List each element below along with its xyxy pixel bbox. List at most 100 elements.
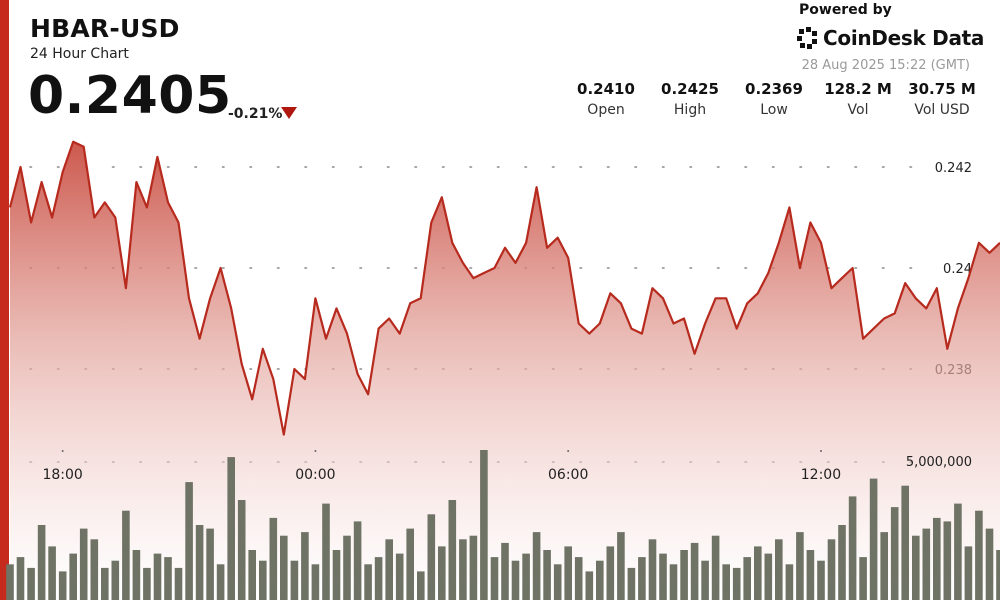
volume-bar (522, 553, 530, 600)
volume-bar (122, 510, 130, 600)
volume-bar (922, 528, 931, 600)
volume-bar (690, 542, 699, 600)
price-line (8, 140, 1000, 436)
volume-bar (627, 567, 636, 600)
volume-bar (574, 557, 583, 600)
down-arrow-icon (281, 107, 297, 119)
pair-title: HBAR-USD (30, 14, 180, 43)
y-tick-label: 0.242 (935, 161, 972, 176)
volume-bar (353, 521, 362, 600)
volume-bar (975, 510, 983, 600)
volume-bar (438, 546, 446, 600)
timestamp: 28 Aug 2025 15:22 (GMT) (801, 58, 970, 73)
stat-high-label: High (673, 102, 707, 118)
x-tick-label: 18:00 (42, 467, 82, 483)
volume-bar (343, 535, 351, 600)
volume-bar (775, 539, 783, 600)
volume-bar (754, 546, 762, 600)
volume-bar (79, 528, 88, 600)
volume-bar (648, 539, 657, 600)
volume-bar (543, 550, 551, 600)
stat-low-value: 0.2369 (745, 80, 803, 98)
x-tick-mark (819, 450, 822, 452)
volume-bar (532, 532, 541, 600)
volume-bar (280, 535, 288, 600)
volume-bar (848, 496, 857, 600)
volume-bar (248, 550, 256, 600)
volume-bar (259, 560, 267, 600)
volume-bar (406, 528, 414, 600)
volume-bar (669, 564, 678, 600)
volume-bar (827, 539, 836, 600)
volume-bar (859, 557, 867, 600)
stat-open: 0.2410 Open (561, 80, 651, 118)
volume-bar (796, 532, 804, 600)
stat-vol-usd: 30.75 M Vol USD (897, 80, 987, 118)
stat-vol-usd-label: Vol USD (914, 102, 970, 118)
x-tick-label: 12:00 (801, 467, 841, 483)
volume-bar (564, 546, 572, 600)
volume-bar (743, 557, 751, 600)
price-change: -0.21% (228, 106, 283, 122)
volume-bar (817, 560, 825, 600)
volume-bar (153, 553, 162, 600)
brand-name: CoinDesk Data (823, 26, 985, 50)
volume-bar (332, 550, 341, 600)
volume-bar (132, 550, 141, 600)
volume-bar (301, 532, 309, 600)
stat-low-label: Low (760, 102, 788, 118)
stat-low: 0.2369 Low (729, 80, 819, 118)
volume-bar (985, 528, 994, 600)
volume-bar (111, 560, 120, 600)
x-tick-mark (314, 450, 317, 452)
volume-bar (385, 539, 393, 600)
powered-by-label: Powered by (799, 2, 892, 18)
volume-bar (490, 557, 499, 600)
accent-bar (0, 0, 9, 600)
stat-open-label: Open (587, 102, 625, 118)
volume-bar (322, 503, 330, 600)
x-tick-mark (61, 450, 64, 452)
volume-tick-label: 5,000,000 (906, 455, 972, 470)
volume-bar (311, 564, 320, 600)
volume-bar (164, 557, 172, 600)
volume-bar (838, 525, 846, 600)
volume-bar (680, 550, 688, 600)
y-tick-label: 0.24 (943, 262, 972, 277)
volume-bar (37, 525, 46, 600)
volume-bar (395, 553, 404, 600)
x-tick-mark (567, 450, 570, 452)
volume-bar (806, 550, 815, 600)
volume-bar (606, 546, 615, 600)
stat-vol-value: 128.2 M (824, 80, 892, 98)
volume-bar (617, 532, 625, 600)
volume-bar (954, 503, 962, 600)
volume-bar (996, 550, 1000, 600)
volume-bar (912, 535, 920, 600)
volume-bar (869, 478, 878, 600)
volume-bar (511, 560, 520, 600)
volume-bar (585, 571, 594, 600)
stat-vol-usd-value: 30.75 M (908, 80, 976, 98)
volume-bar (701, 560, 709, 600)
volume-bar (711, 535, 720, 600)
volume-bar (16, 557, 25, 600)
volume-bar (364, 564, 372, 600)
volume-bar (880, 532, 888, 600)
x-tick-label: 06:00 (548, 467, 588, 483)
volume-bar (185, 482, 193, 600)
volume-bar (69, 553, 77, 600)
volume-bar (764, 553, 773, 600)
coindesk-data-logo: CoinDesk Data (797, 26, 984, 50)
volume-bar (785, 564, 794, 600)
volume-bar (964, 546, 973, 600)
volume-bar (943, 521, 952, 600)
coindesk-logo-icon (797, 27, 817, 49)
volume-bar (195, 525, 204, 600)
volume-bar (227, 457, 235, 600)
stat-open-value: 0.2410 (577, 80, 635, 98)
volume-bar (216, 564, 225, 600)
volume-bar (890, 507, 899, 600)
volume-bar (469, 535, 478, 600)
volume-bar (101, 567, 109, 600)
